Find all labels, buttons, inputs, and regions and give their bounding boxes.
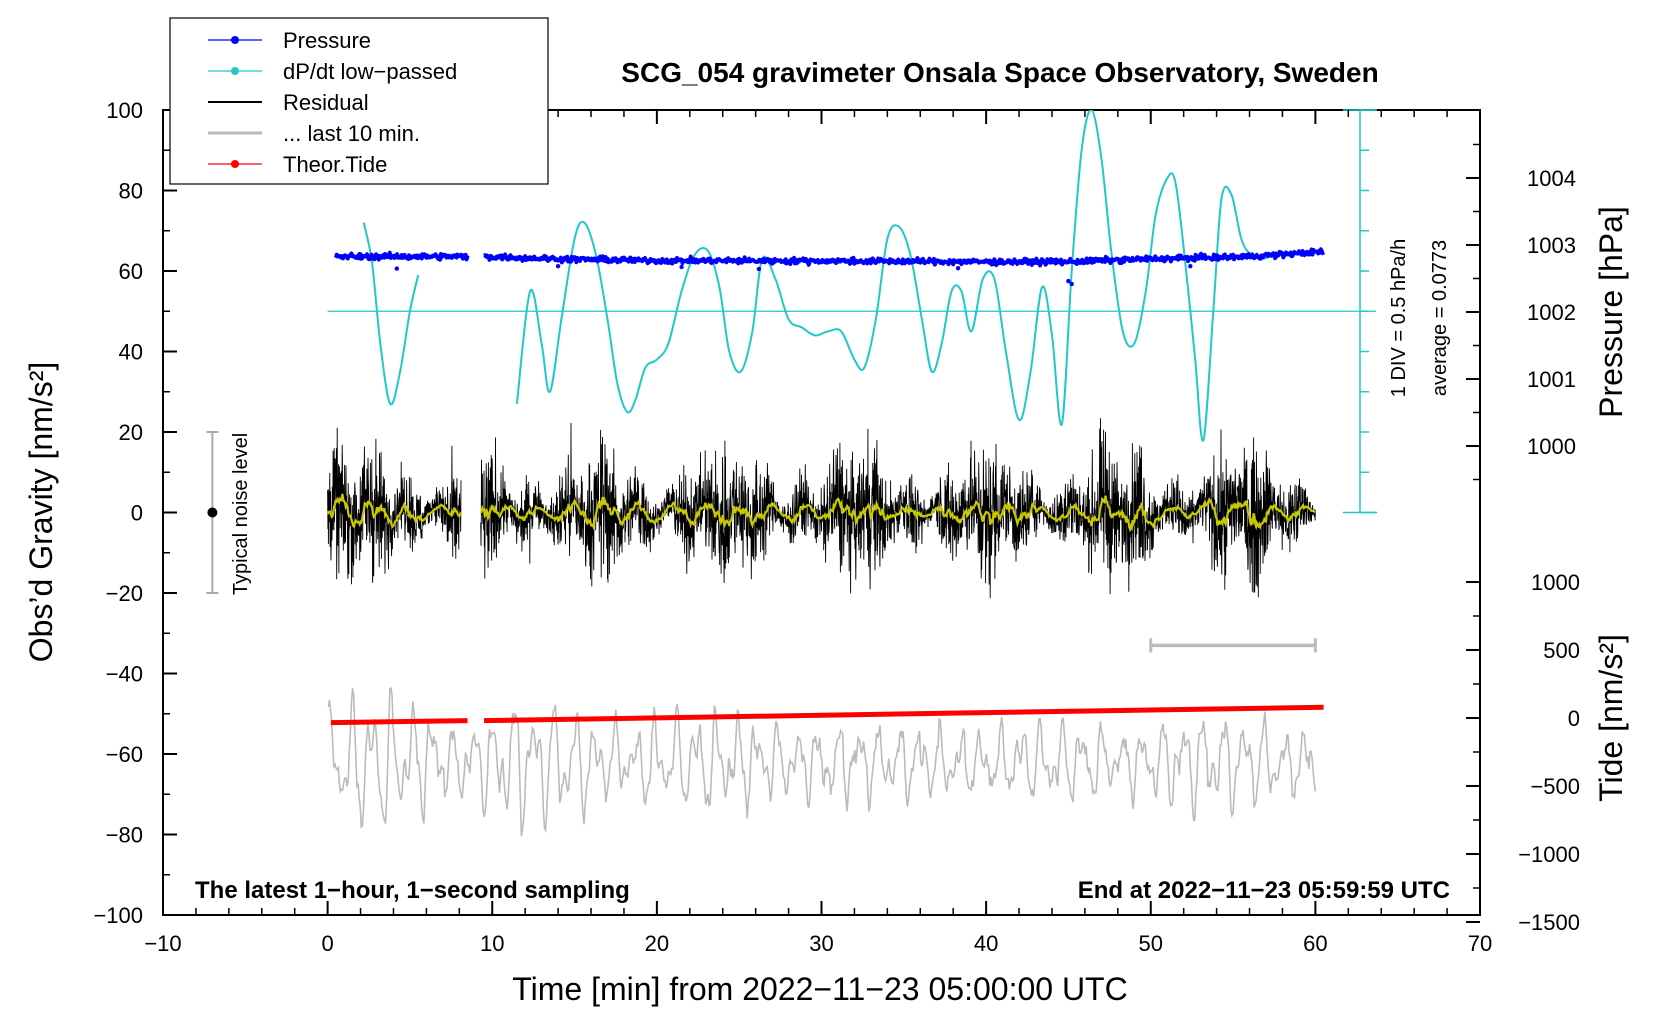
residual-smoothed-line (479, 495, 1316, 533)
legend-label-theor-tide: Theor.Tide (283, 152, 387, 177)
tide-tick-label: −1500 (1518, 910, 1580, 935)
residual-smoothed-line (326, 493, 462, 529)
pressure-tick-label: 1000 (1527, 434, 1576, 459)
pressure-tick-label: 1004 (1527, 166, 1576, 191)
pressure-line (333, 250, 470, 262)
pressure-point (1066, 278, 1071, 284)
x-axis-title: Time [min] from 2022−11−23 05:00:00 UTC (512, 971, 1127, 1007)
y-tick-label: 100 (106, 98, 143, 123)
legend-marker-dpdt (231, 67, 239, 75)
dpdt-line (362, 222, 420, 406)
pressure-point (679, 264, 684, 270)
dpdt-line (515, 110, 1272, 442)
x-tick-label: 10 (480, 931, 504, 956)
legend-label-residual: Residual (283, 90, 369, 115)
y-tick-label: 20 (119, 420, 143, 445)
tide-tick-label: 500 (1543, 638, 1580, 663)
tide-tick-label: 1000 (1531, 570, 1580, 595)
pressure-tick-label: 1001 (1527, 367, 1576, 392)
average-label: average = 0.0773 (1429, 240, 1451, 396)
tide-tick-label: 0 (1568, 706, 1580, 731)
legend: Pressure dP/dt low−passed Residual ... l… (169, 17, 549, 185)
pressure-axis-title: Pressure [hPa] (1593, 206, 1629, 418)
x-tick-label: 60 (1303, 931, 1327, 956)
residual-smoothed-series (326, 493, 1316, 533)
y-tick-label: −20 (106, 581, 143, 606)
end-time-note: End at 2022−11−23 05:59:59 UTC (1078, 877, 1450, 904)
x-tick-label: 70 (1468, 931, 1492, 956)
y-tick-label: 80 (119, 179, 143, 204)
y-axis-title: Obs’d Gravity [nm/s²] (23, 362, 59, 663)
last-10-min-line (327, 687, 1317, 837)
pressure-point (1216, 257, 1221, 262)
y-tick-label: 0 (131, 501, 143, 526)
residual-line (480, 418, 1316, 599)
pressure-point (955, 266, 961, 271)
legend-item-residual: Residual (208, 90, 369, 115)
pressure-point (394, 266, 399, 271)
pressure-point (555, 264, 561, 269)
tide-tick-label: −1000 (1518, 842, 1580, 867)
pressure-point (1069, 281, 1074, 287)
legend-label-pressure: Pressure (283, 28, 371, 53)
x-tick-label: 40 (974, 931, 998, 956)
legend-item-dpdt: dP/dt low−passed (208, 59, 457, 84)
legend-item-last-10-min: ... last 10 min. (208, 121, 420, 146)
x-tick-label: −10 (144, 931, 181, 956)
y-tick-label: −40 (106, 662, 143, 687)
div-label: 1 DIV = 0.5 hPa/h (1388, 239, 1410, 397)
axes: −10 0 10 20 30 40 50 60 70100806040200−20−40−60−… (93, 98, 1580, 956)
residual-series (327, 418, 1316, 599)
pressure-point (1188, 264, 1193, 269)
noise-level-label: Typical noise level (230, 433, 252, 595)
theoretical-tide-line (330, 718, 468, 726)
last-10-min-series (327, 687, 1317, 837)
y-tick-label: 60 (119, 259, 143, 284)
x-tick-label: 30 (809, 931, 833, 956)
legend-item-theor-tide: Theor.Tide (208, 152, 387, 177)
pressure-tick-label: 1002 (1527, 300, 1576, 325)
tide-tick-label: −500 (1530, 774, 1580, 799)
tide-axis-title: Tide [nm/s²] (1593, 634, 1629, 802)
pressure-tick-label: 1003 (1527, 233, 1576, 258)
legend-label-dpdt: dP/dt low−passed (283, 59, 457, 84)
sampling-note: The latest 1−hour, 1−second sampling (195, 877, 630, 904)
x-tick-label: 0 (322, 931, 334, 956)
x-tick-label: 50 (1139, 931, 1163, 956)
y-tick-label: −80 (106, 823, 143, 848)
theoretical-tide-series (330, 704, 1324, 726)
legend-marker-theor-tide (231, 160, 239, 168)
chart-title: SCG_054 gravimeter Onsala Space Observat… (621, 57, 1378, 88)
theoretical-tide-line (483, 704, 1324, 724)
chart-decorations (206, 109, 1377, 653)
pressure-point (756, 266, 762, 272)
y-tick-label: 40 (119, 340, 143, 365)
noise-dot (207, 507, 218, 518)
legend-item-pressure: Pressure (208, 28, 371, 53)
legend-label-last-10-min: ... last 10 min. (283, 121, 420, 146)
pressure-series (333, 247, 1326, 287)
x-tick-label: 20 (645, 931, 669, 956)
pressure-line (482, 247, 1326, 268)
y-tick-label: −60 (106, 742, 143, 767)
y-tick-label: −100 (93, 903, 143, 928)
legend-marker-pressure (231, 36, 239, 44)
